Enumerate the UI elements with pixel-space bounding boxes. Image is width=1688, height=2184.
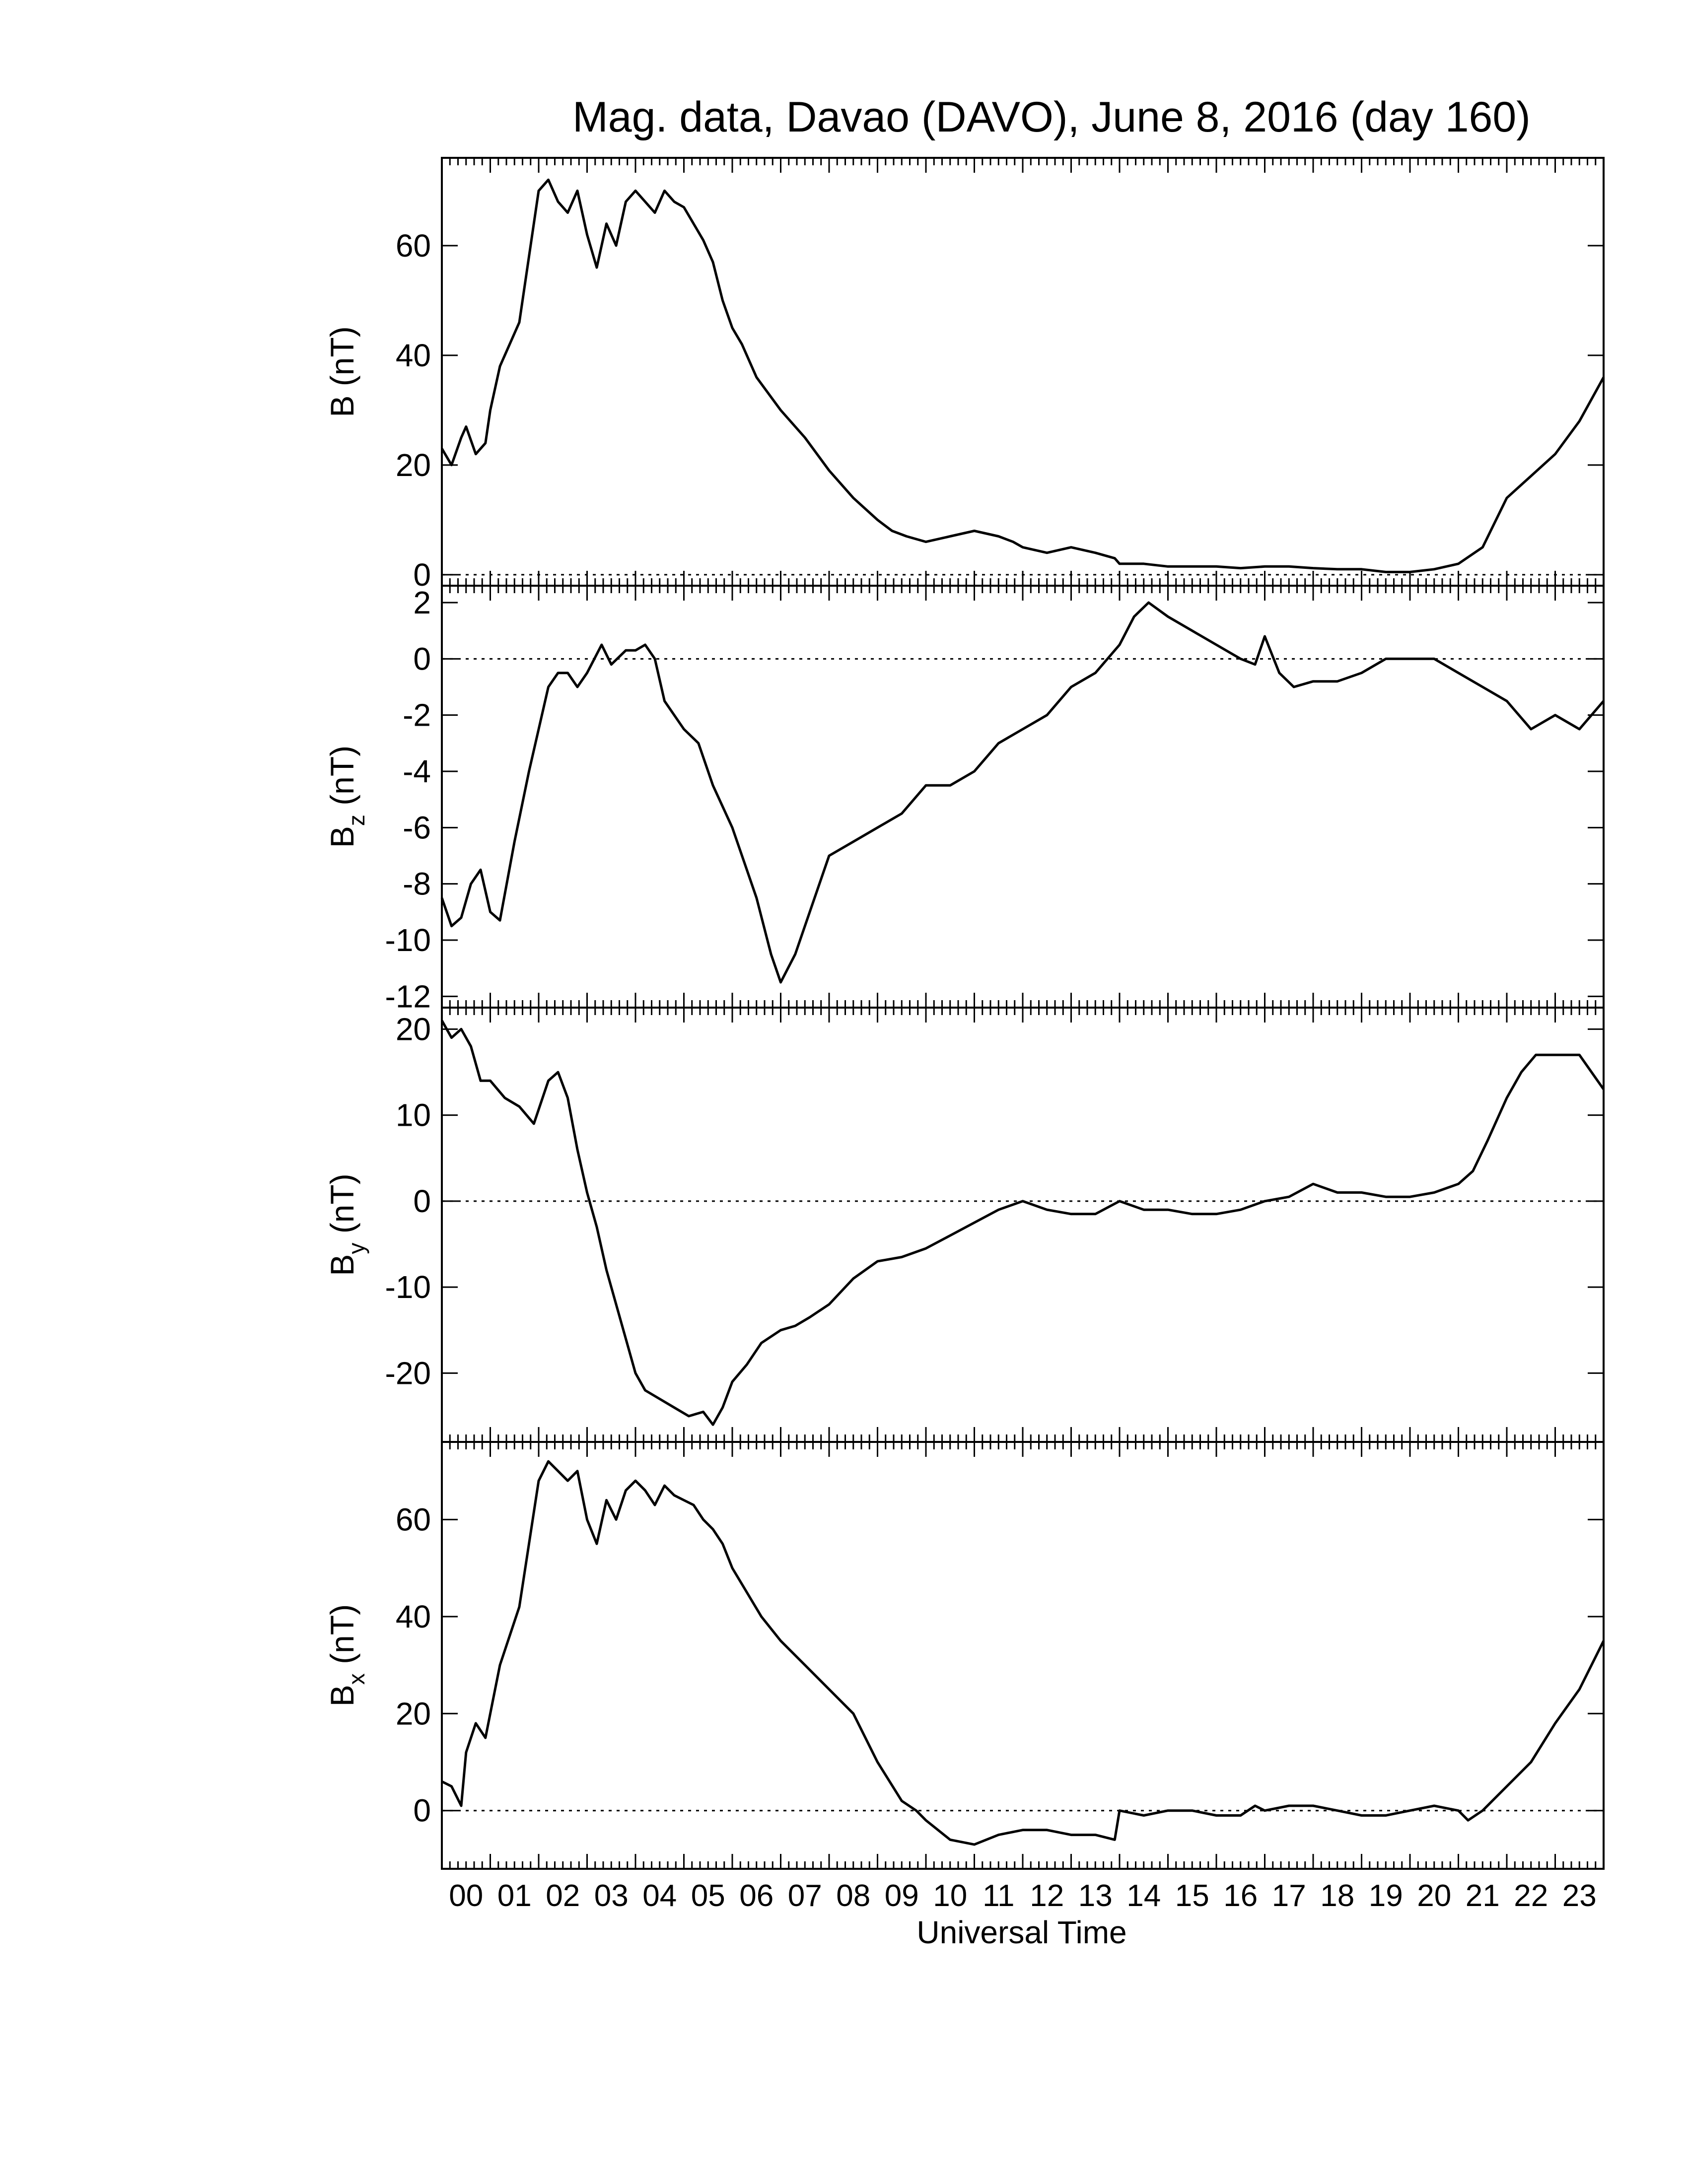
y-tick-label: 20 [396,1011,431,1047]
y-tick-label: 40 [396,338,431,373]
x-tick-label: 18 [1320,1879,1354,1913]
x-tick-label: 16 [1223,1879,1258,1913]
y-tick-label: -20 [385,1355,431,1391]
y-axis-label-subscript: z [344,815,369,826]
y-axis-label-main: B [324,1685,360,1706]
y-tick-label: 60 [396,1502,431,1537]
y-axis-label-main: B [324,396,360,417]
y-axis-label: By (nT) [324,1173,369,1276]
x-tick-label: 09 [885,1879,919,1913]
data-line [440,178,1605,573]
y-tick-label: -4 [403,753,431,789]
x-tick-label: 11 [983,1879,1014,1913]
panel-2: -12 -10 -8 -6 -4 -2 0 2 Bz (nT) [324,585,1605,1014]
y-tick-label: -10 [385,922,431,958]
panel-4: 0 20 40 60 Bx (nT) [324,1441,1605,1870]
y-tick-label: 0 [413,1793,431,1829]
y-tick-label: 40 [396,1599,431,1635]
y-axis-label: Bx (nT) [324,1604,369,1706]
x-tick-label: 01 [497,1879,532,1913]
x-tick-label: 04 [642,1879,677,1913]
y-tick-label: 0 [413,557,431,593]
x-tick-label: 08 [836,1879,870,1913]
y-axis-label: B (nT) [324,326,360,417]
y-tick-label: 0 [413,1183,431,1219]
y-tick-label: -10 [385,1269,431,1305]
x-tick-label: 07 [788,1879,822,1913]
data-line [441,1460,1605,1846]
x-tick-label: 12 [1030,1879,1064,1913]
x-tick-label: 19 [1369,1879,1403,1913]
y-axis-label-unit: (nT) [324,1173,360,1242]
chart-title: Mag. data, Davao (DAVO), June 8, 2016 (d… [572,93,1531,141]
x-tick-label: 15 [1175,1879,1209,1913]
y-tick-label: 20 [396,1696,431,1731]
data-line [440,601,1605,984]
y-axis-label-main: B [324,826,360,848]
y-tick-label: 20 [396,447,431,483]
panel-frame [441,585,1605,1009]
panel-1: 0 20 40 60 B (nT) [324,157,1605,593]
panel-frame [441,157,1605,587]
x-tick-label: 00 [449,1879,483,1913]
y-axis-label-unit: (nT) [324,1604,360,1673]
panel-frame [441,1441,1605,1870]
y-axis-label-main: B [324,1254,360,1276]
panel-frame [441,1007,1605,1443]
x-tick-labels: 00 01 02 03 04 05 06 07 08 09 10 11 12 13 14 15 16 17 18 19… [449,1879,1596,1913]
y-axis-label: Bz (nT) [324,746,369,848]
y-tick-label: -6 [403,810,431,845]
data-line [440,1020,1605,1426]
x-tick-label: 05 [691,1879,725,1913]
x-tick-label: 02 [546,1879,580,1913]
y-axis-label-unit: (nT) [324,326,360,395]
y-axis-label-unit: (nT) [324,746,360,815]
y-tick-label: 10 [396,1097,431,1133]
y-tick-label: -12 [385,978,431,1014]
y-tick-label: -2 [403,697,431,733]
y-tick-label: 0 [413,641,431,677]
x-tick-label: 13 [1078,1879,1113,1913]
x-tick-label: 10 [933,1879,967,1913]
x-tick-label: 03 [594,1879,629,1913]
y-axis-label-subscript: x [344,1673,369,1685]
x-axis-label: Universal Time [916,1914,1126,1950]
y-tick-label: 2 [413,585,431,620]
y-tick-label: -8 [403,866,431,902]
x-tick-label: 20 [1417,1879,1451,1913]
x-tick-label: 21 [1466,1879,1500,1913]
y-axis-label-subscript: y [344,1243,369,1254]
y-tick-label: 60 [396,228,431,264]
x-tick-label: 06 [739,1879,774,1913]
x-tick-label: 17 [1272,1879,1306,1913]
x-tick-label: 14 [1126,1879,1161,1913]
panel-3: -20 -10 0 10 20 By (nT) [324,1007,1605,1443]
x-tick-label: 22 [1514,1879,1548,1913]
x-tick-label: 23 [1562,1879,1597,1913]
